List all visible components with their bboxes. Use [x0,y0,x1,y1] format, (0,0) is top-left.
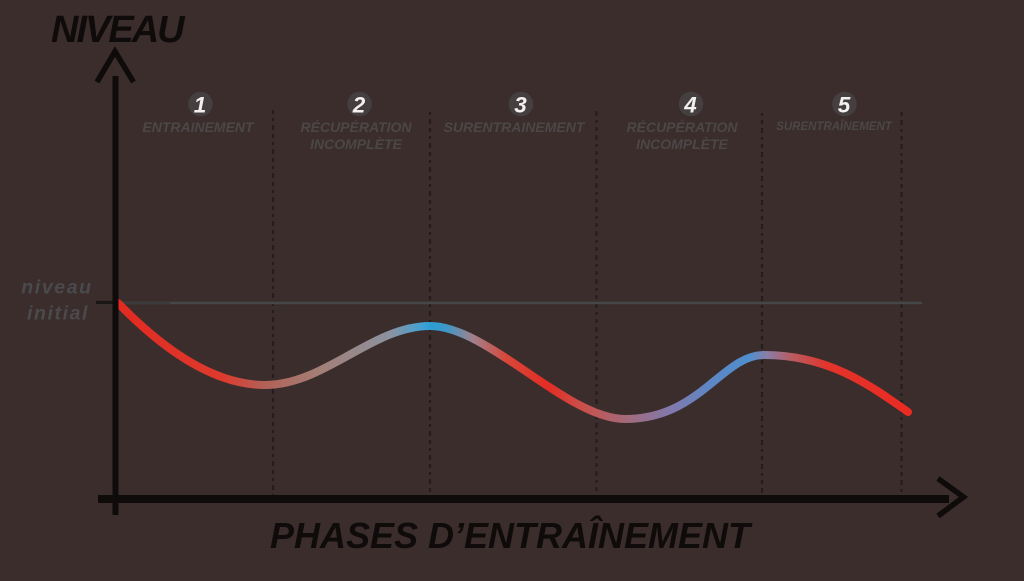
svg-text:niveau: niveau [21,277,92,299]
svg-text:3: 3 [514,92,527,117]
svg-text:2: 2 [352,92,366,117]
svg-text:INCOMPLÈTE: INCOMPLÈTE [310,136,402,152]
svg-text:RÉCUPÉRATION: RÉCUPÉRATION [301,119,413,135]
svg-text:5: 5 [838,92,851,117]
svg-text:initial: initial [27,303,89,325]
svg-text:PHASES D’ENTRAÎNEMENT: PHASES D’ENTRAÎNEMENT [270,514,753,556]
svg-text:INCOMPLÈTE: INCOMPLÈTE [636,136,728,152]
svg-text:ENTRAINEMENT: ENTRAINEMENT [142,119,255,135]
svg-text:1: 1 [194,92,207,117]
svg-text:NIVEAU: NIVEAU [51,9,186,51]
svg-text:4: 4 [683,92,697,117]
svg-text:SURENTRAINEMENT: SURENTRAINEMENT [444,119,586,135]
svg-text:RÉCUPÉRATION: RÉCUPÉRATION [627,119,739,135]
svg-text:SURENTRAÎNEMENT: SURENTRAÎNEMENT [776,120,893,133]
